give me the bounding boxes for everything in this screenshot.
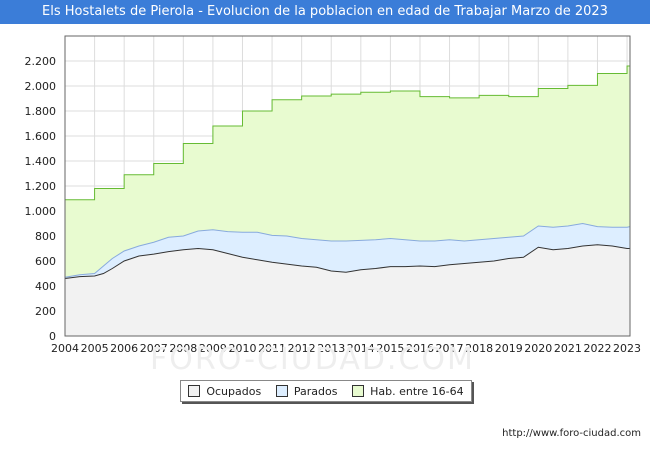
y-tick-label: 1.800 [25, 105, 57, 118]
x-tick-label: 2007 [140, 342, 168, 354]
source-link[interactable]: http://www.foro-ciudad.com [502, 428, 641, 439]
legend-label-parados: Parados [293, 384, 338, 398]
y-tick-label: 2.000 [25, 80, 57, 93]
series-parados-line [64, 222, 631, 278]
y-tick-label: 0 [49, 330, 56, 343]
x-tick-label: 2015 [376, 342, 404, 354]
legend-label-ocupados: Ocupados [206, 384, 262, 398]
legend: Ocupados Parados Hab. entre 16-64 [180, 380, 472, 402]
y-tick-label: 1.600 [25, 130, 57, 143]
x-tick-label: 2006 [110, 342, 138, 354]
y-tick-label: 400 [35, 280, 56, 293]
y-tick-label: 600 [35, 255, 56, 268]
legend-swatch-hab [352, 385, 365, 397]
series-areas [64, 65, 631, 336]
legend-label-hab: Hab. entre 16-64 [370, 384, 464, 398]
chart: 0 200 400 600 800 1.000 1.200 1.400 1.600 1.800 2.… [25, 35, 642, 354]
x-tick-label: 2013 [317, 342, 345, 354]
x-tick-label: 2022 [583, 342, 611, 354]
x-tick-label: 2020 [524, 342, 552, 354]
legend-swatch-ocupados [188, 385, 201, 397]
x-tick-label: 2014 [347, 342, 375, 354]
x-tick-label: 2017 [436, 342, 464, 354]
x-tick-label: 2004 [51, 342, 79, 354]
y-tick-label: 200 [35, 305, 56, 318]
chart-title: Els Hostalets de Pierola - Evolucion de … [0, 0, 650, 24]
axis-labels: 0 200 400 600 800 1.000 1.200 1.400 1.600 1.800 2.… [25, 55, 642, 354]
x-tick-label: 2010 [228, 342, 256, 354]
y-tick-label: 1.200 [25, 180, 57, 193]
series-ocupados-line [64, 244, 630, 279]
plot-frame [64, 35, 631, 337]
x-tick-label: 2005 [81, 342, 109, 354]
x-tick-label: 2009 [199, 342, 227, 354]
x-tick-label: 2018 [465, 342, 493, 354]
legend-swatch-parados [275, 385, 288, 397]
x-tick-label: 2016 [406, 342, 434, 354]
x-tick-label: 2021 [554, 342, 582, 354]
y-tick-label: 2.200 [25, 55, 57, 68]
x-tick-label: 2011 [258, 342, 286, 354]
legend-item-ocupados: Ocupados [188, 385, 261, 398]
y-tick-label: 800 [35, 230, 56, 243]
series-hab-line [65, 65, 630, 201]
legend-item-hab: Hab. entre 16-64 [352, 385, 464, 398]
series-ocupados-area [65, 244, 630, 336]
x-tick-label: 2019 [495, 342, 523, 354]
legend-item-parados: Parados [275, 384, 338, 398]
y-tick-label: 1.000 [25, 205, 57, 218]
x-tick-label: 2008 [169, 342, 197, 354]
x-tick-label: 2023 [613, 342, 641, 354]
y-tick-label: 1.400 [25, 155, 57, 168]
x-tick-label: 2012 [288, 342, 316, 354]
